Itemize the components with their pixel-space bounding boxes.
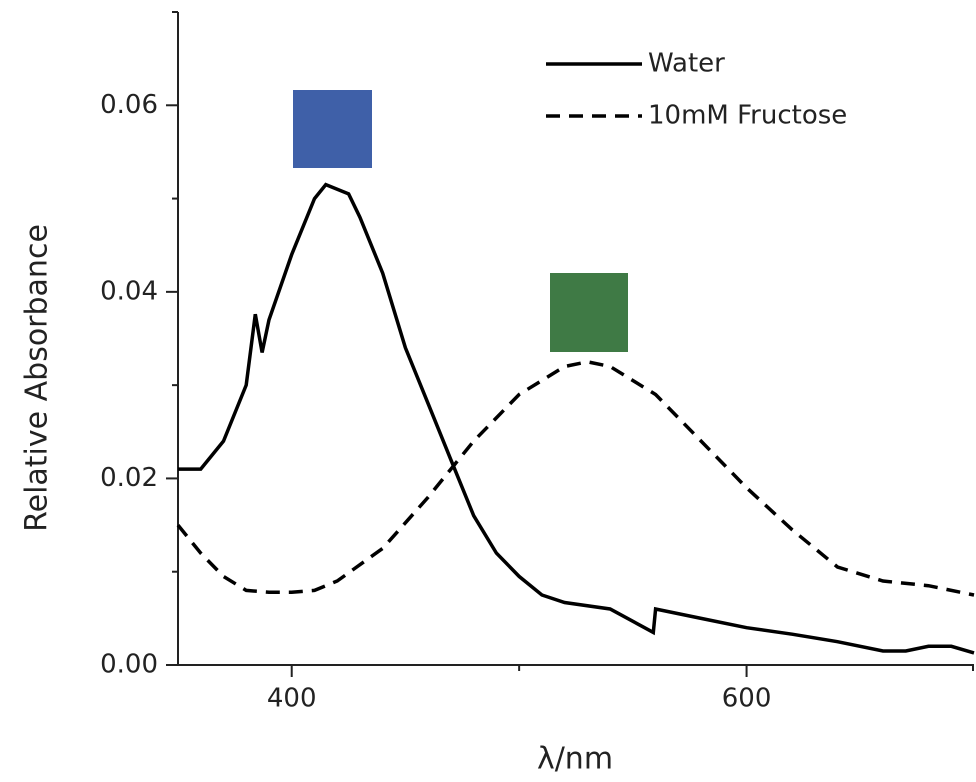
blue-swatch [293,90,372,168]
x-tick-label: 600 [722,684,772,714]
series-line [176,360,975,597]
y-tick-label: 0.06 [100,90,158,120]
x-axis-label: λ/nm [537,742,613,777]
y-axis-label: Relative Absorbance [20,224,55,532]
y-tick-label: 0.04 [100,276,158,306]
y-tick-label: 0.02 [100,463,158,493]
series-line [178,182,975,655]
y-tick-label: 0.00 [100,650,158,680]
legend-label: 10mM Fructose [648,101,847,131]
x-tick-label: 400 [267,684,317,714]
legend-label: Water [648,49,725,79]
green-swatch [550,273,628,352]
